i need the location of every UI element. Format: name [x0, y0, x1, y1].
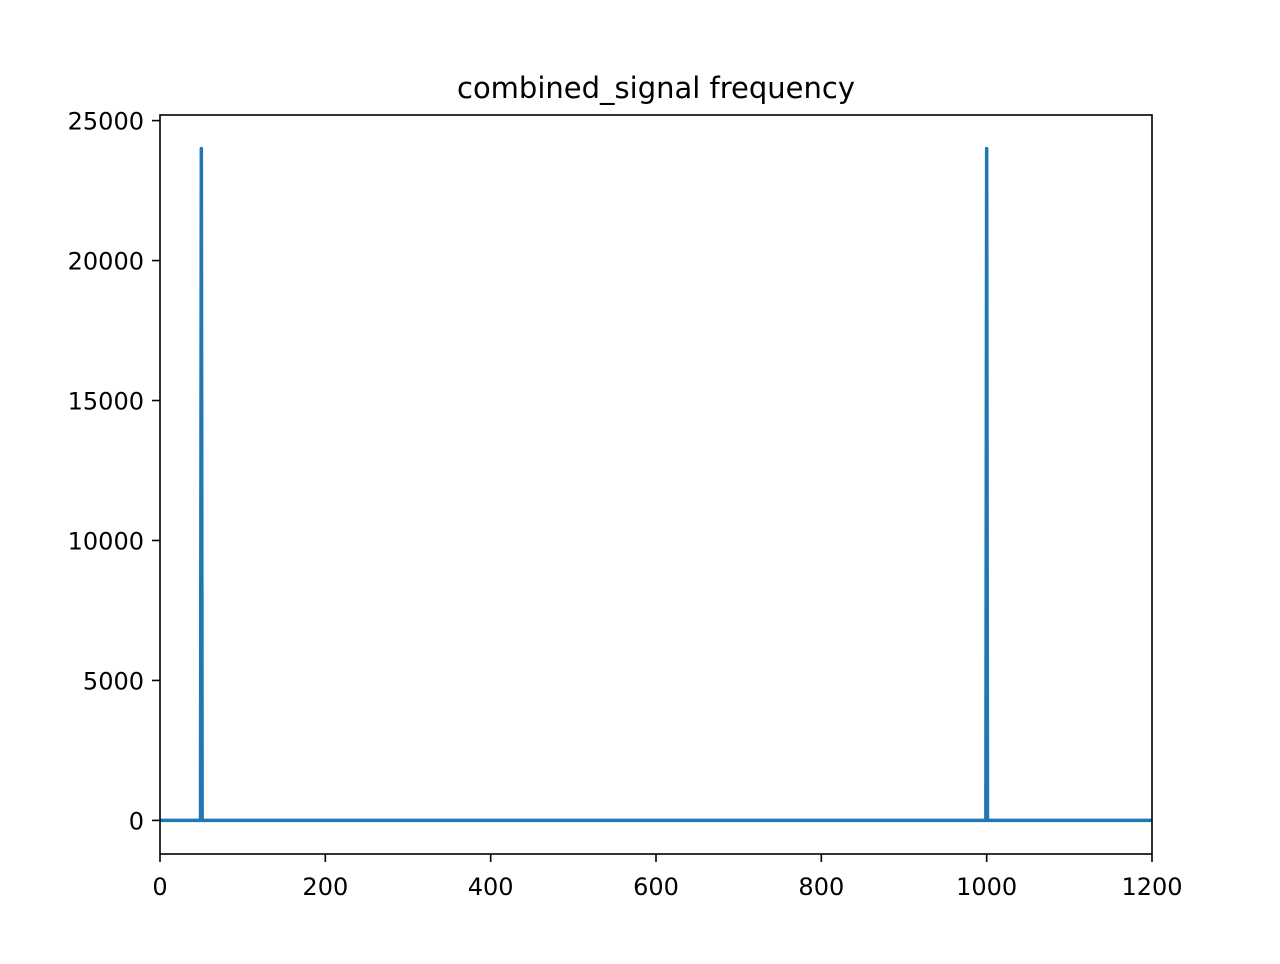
chart-title: combined_signal frequency — [457, 71, 855, 105]
y-tick-label: 10000 — [68, 527, 144, 555]
x-tick-label: 400 — [468, 873, 514, 901]
plot-area — [160, 146, 1152, 823]
x-tick-label: 1000 — [956, 873, 1017, 901]
y-tick-label: 25000 — [68, 108, 144, 136]
x-tick-label: 600 — [633, 873, 679, 901]
x-tick-label: 0 — [152, 873, 167, 901]
x-tick-label: 200 — [302, 873, 348, 901]
y-tick-label: 20000 — [68, 248, 144, 276]
y-tick-label: 15000 — [68, 388, 144, 416]
axes: 0 200 400 600 800 1000 1200 0 5000 10000 15000 2000… — [68, 108, 1183, 901]
x-tick-label: 1200 — [1121, 873, 1182, 901]
y-tick-label: 0 — [129, 807, 144, 835]
y-tick-label: 5000 — [83, 667, 144, 695]
x-tick-label: 800 — [798, 873, 844, 901]
series-line-0 — [160, 146, 1152, 823]
